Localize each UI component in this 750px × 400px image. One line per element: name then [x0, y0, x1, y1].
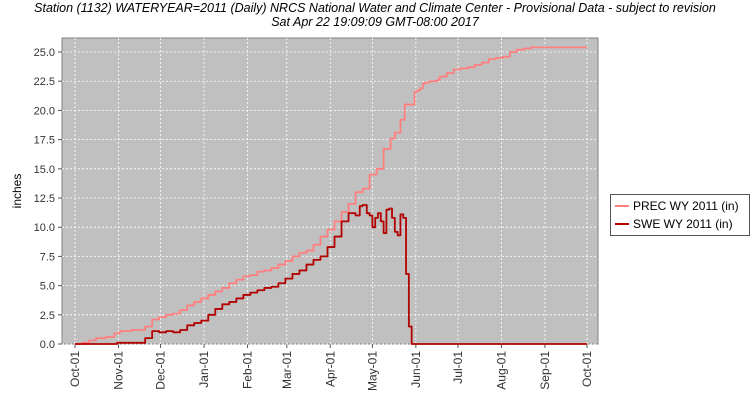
x-tick-label: Dec-01: [154, 351, 168, 390]
legend-item-prec: PREC WY 2011 (in): [615, 197, 739, 215]
x-tick-label: Jul-01: [451, 351, 465, 384]
y-tick-label: 15.0: [34, 164, 55, 176]
y-tick-label: 25.0: [34, 47, 55, 59]
x-tick-label: Apr-01: [323, 351, 337, 387]
x-tick-label: Mar-01: [280, 351, 294, 389]
legend-swatch-prec: [615, 205, 629, 207]
y-tick-label: 22.5: [34, 76, 55, 88]
chart-title: Station (1132) WATERYEAR=2011 (Daily) NR…: [34, 1, 716, 15]
y-tick-label: 5.0: [40, 281, 55, 293]
x-tick-label: Feb-01: [241, 351, 255, 389]
y-tick-label: 12.5: [34, 193, 55, 205]
legend-label-swe: SWE WY 2011 (in): [633, 217, 733, 231]
chart-legend: PREC WY 2011 (in) SWE WY 2011 (in): [610, 194, 750, 236]
x-tick-label: Jun-01: [409, 351, 423, 388]
y-tick-label: 10.0: [34, 222, 55, 234]
x-tick-label: May-01: [365, 351, 379, 391]
y-tick-label: 17.5: [34, 135, 55, 147]
series-line-prec: [75, 46, 587, 345]
y-tick-label: 0.0: [40, 339, 55, 351]
x-tick-label: Jan-01: [197, 351, 211, 388]
chart-subtitle: Sat Apr 22 19:09:09 GMT-08:00 2017: [271, 15, 479, 29]
x-tick-label: Nov-01: [111, 351, 125, 390]
series-line-swe: [75, 204, 587, 345]
y-tick-label: 20.0: [34, 105, 55, 117]
x-tick-label: Sep-01: [538, 351, 552, 390]
legend-item-swe: SWE WY 2011 (in): [615, 215, 733, 233]
y-axis-label: inches: [10, 174, 24, 209]
y-tick-label: 7.5: [40, 251, 55, 263]
x-tick-label: Oct-01: [580, 351, 594, 387]
x-tick-label: Oct-01: [68, 351, 82, 387]
y-tick-label: 2.5: [40, 310, 55, 322]
x-tick-label: Aug-01: [494, 351, 508, 390]
legend-label-prec: PREC WY 2011 (in): [633, 199, 739, 213]
legend-swatch-swe: [615, 223, 629, 225]
